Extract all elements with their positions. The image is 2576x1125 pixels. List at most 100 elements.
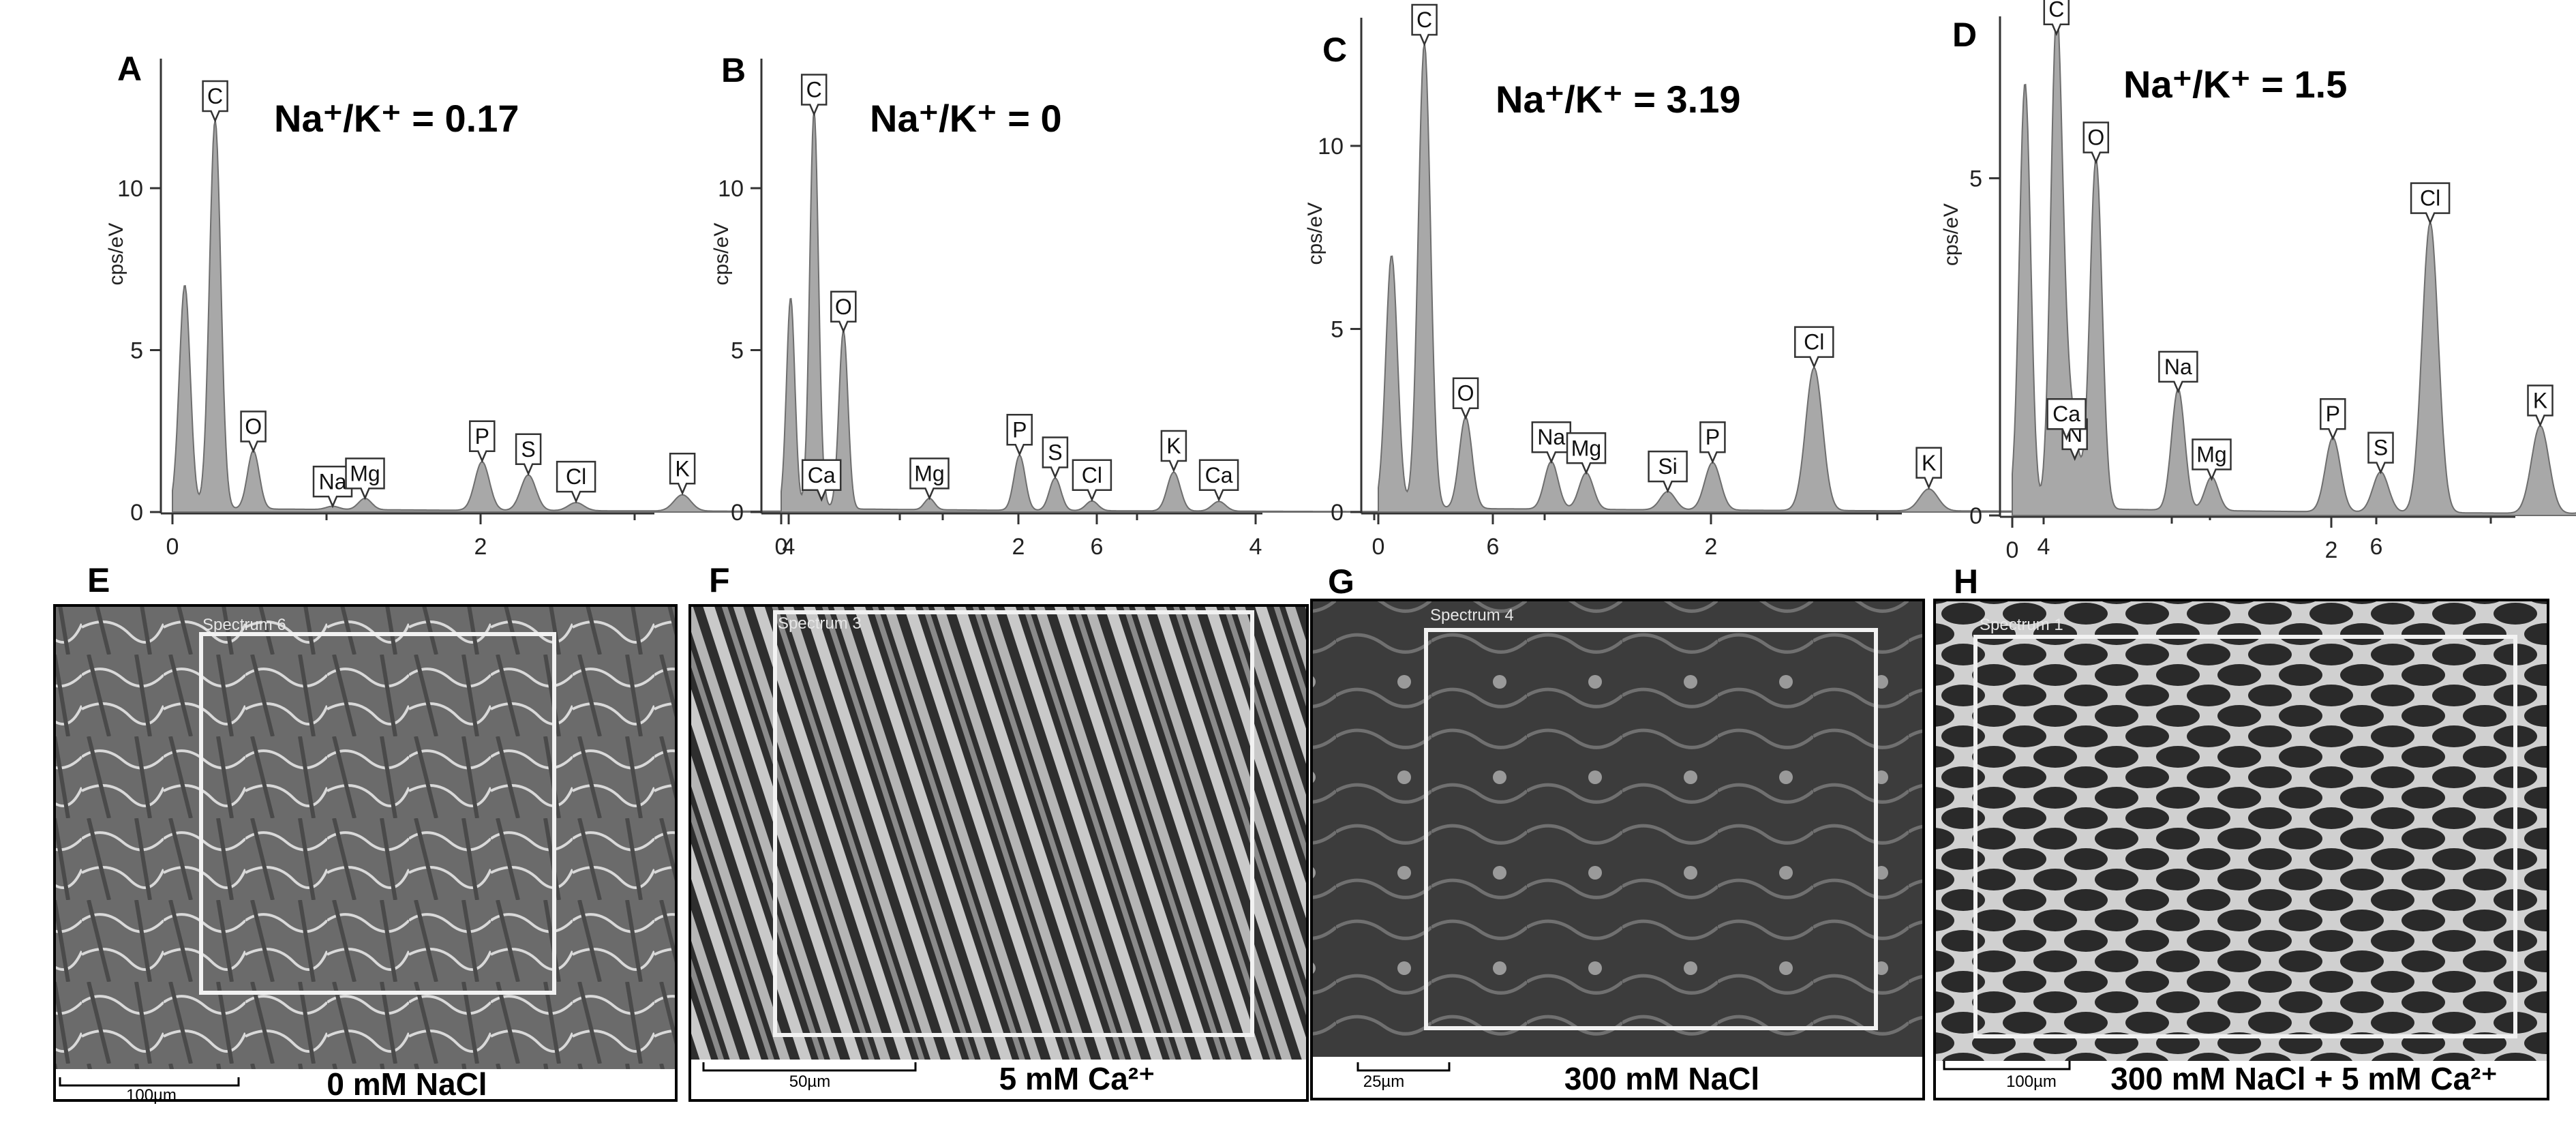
y-axis-label-a: cps/eV	[105, 223, 127, 286]
scale-bar-h	[1943, 1061, 2071, 1070]
peak-tag-label-d-5: Na	[2164, 355, 2192, 379]
peak-tag-box-a-1	[202, 80, 228, 123]
condition-label-g: 300 mM NaCl	[1564, 1061, 1759, 1096]
peak-tag-label-b-4: Mg	[914, 461, 944, 485]
scale-bar-f	[702, 1062, 917, 1072]
peak-tag-label-c-2: O	[1457, 381, 1474, 406]
spectrum-roi-label-f: Spectrum 3	[778, 614, 862, 633]
peak-tag-label-c-7: Cl	[1804, 330, 1824, 355]
peak-tag-box-c-1	[1411, 3, 1438, 47]
x-tick-label-b-3: 6	[1487, 534, 1500, 560]
y-tick-label-c-0: 0	[1331, 500, 1344, 526]
peak-tag-box-b-3	[830, 290, 857, 333]
y-tick-label-a-0: 0	[130, 500, 143, 526]
scale-label-f: 50µm	[789, 1072, 831, 1091]
spectrum-roi-label-g: Spectrum 4	[1430, 606, 1514, 625]
ratio-label-c: Na⁺/K⁺ = 3.19	[1496, 78, 1741, 121]
scale-label-h: 100µm	[2006, 1072, 2057, 1091]
condition-label-e: 0 mM NaCl	[327, 1066, 487, 1102]
peak-tag-label-c-5: Si	[1658, 454, 1677, 479]
y-tick-label-d-0: 0	[1969, 503, 1982, 529]
y-axis-label-c: cps/eV	[1304, 202, 1327, 265]
peak-tag-box-c-2	[1452, 377, 1479, 420]
peak-tag-label-a-4: Mg	[350, 461, 380, 485]
x-tick-label-c-0: 0	[1372, 534, 1385, 560]
panel-label-g: G	[1328, 562, 1354, 601]
peak-tag-box-a-5	[469, 420, 496, 463]
sem-image-e	[56, 607, 675, 1069]
peak-tag-box-b-7	[1072, 459, 1112, 502]
scale-label-g: 25µm	[1363, 1072, 1405, 1091]
scale-label-e: 100µm	[126, 1086, 177, 1105]
scale-bar-g	[1357, 1062, 1451, 1072]
spectrum-roi-box-f	[773, 610, 1254, 1037]
y-tick-label-b-0: 0	[731, 500, 744, 526]
x-tick-label-d-1: 2	[2325, 537, 2338, 563]
eds-spectrum-panel-d: 024605cps/eVCNCaONaMgPSClKCa	[1940, 0, 2576, 563]
sem-image-h	[1936, 601, 2547, 1061]
panel-label-b: B	[721, 51, 746, 89]
spectrum-roi-label-e: Spectrum 6	[202, 616, 286, 634]
peak-tag-box-b-4	[909, 457, 950, 500]
peak-tag-box-d-5	[2158, 350, 2198, 394]
peak-tag-box-b-9	[1198, 459, 1239, 502]
peak-tag-label-a-5: P	[475, 424, 489, 449]
peak-tag-label-b-8: K	[1166, 434, 1181, 458]
peak-tag-label-c-3: Na	[1537, 425, 1565, 449]
peak-tag-label-d-4: O	[2087, 125, 2104, 150]
panel-label-f: F	[709, 561, 730, 599]
peak-tag-box-d-8	[2367, 432, 2394, 475]
peak-tag-label-b-5: P	[1012, 417, 1027, 442]
peak-tag-box-b-5	[1006, 414, 1033, 457]
peak-tag-box-d-9	[2410, 182, 2451, 225]
x-tick-label-d-0: 0	[2006, 537, 2019, 563]
peak-tag-box-c-5	[1648, 450, 1688, 494]
peak-tag-label-a-1: C	[207, 84, 223, 108]
x-tick-label-c-2: 4	[2037, 534, 2050, 560]
peak-tag-label-b-9: Ca	[1205, 463, 1233, 487]
panel-label-d: D	[1952, 16, 1977, 54]
peak-tag-box-d-6	[2192, 438, 2232, 481]
peak-tag-label-a-2: O	[245, 415, 262, 439]
peak-tag-label-d-8: S	[2374, 436, 2388, 460]
peak-tag-box-b-1	[800, 74, 828, 117]
peak-tag-box-d-4	[2082, 121, 2110, 164]
eds-spectrum-panel-b: 0 2 4 6 0 5 10 cps/eV C Ca O Mg PS Cl K Ca	[710, 59, 1524, 560]
condition-label-h: 300 mM NaCl + 5 mM Ca²⁺	[2110, 1061, 2498, 1096]
sem-panel-f: Spectrum 3 50µm 5 mM Ca²⁺	[688, 604, 1309, 1102]
peak-tag-label-b-2: Ca	[808, 463, 836, 487]
peak-tag-label-b-6: S	[1048, 440, 1062, 465]
peak-tag-box-c-6	[1699, 421, 1726, 464]
peak-tag-label-a-3: Na	[319, 469, 347, 494]
x-tick-label-a-3: 6	[1091, 534, 1104, 560]
peak-tag-label-b-3: O	[835, 295, 852, 319]
x-tick-label-a-1: 2	[474, 534, 487, 560]
x-tick-label-b-2: 4	[1249, 534, 1262, 560]
scale-bar-e	[59, 1077, 240, 1087]
peak-tag-label-c-4: Mg	[1571, 436, 1601, 460]
peak-tag-box-c-7	[1794, 326, 1834, 369]
peak-tag-box-c-4	[1566, 432, 1607, 475]
x-tick-label-c-3: 6	[2370, 534, 2383, 560]
sem-panel-e: Spectrum 6 100µm 0 mM NaCl	[53, 604, 678, 1105]
peak-tag-label-a-8: K	[675, 456, 689, 481]
sem-image-g	[1313, 601, 1922, 1057]
peak-tag-label-b-1: C	[806, 78, 822, 102]
peak-tag-box-a-4	[345, 457, 385, 500]
peak-tag-box-a-8	[669, 453, 696, 496]
peak-tag-label-c-6: P	[1706, 425, 1720, 449]
spectrum-roi-label-h: Spectrum 1	[1980, 616, 2063, 634]
spectrum-roi-box-e	[199, 632, 556, 995]
condition-label-f: 5 mM Ca²⁺	[999, 1061, 1155, 1096]
sem-panel-g: Spectrum 4 25µm 300 mM NaCl	[1310, 599, 1925, 1100]
peak-tag-box-b-6	[1042, 436, 1069, 479]
peak-tag-box-a-6	[515, 433, 542, 476]
peak-tag-label-d-7: P	[2326, 402, 2340, 426]
y-tick-label-a-1: 5	[130, 338, 143, 364]
spectrum-roi-box-h	[1973, 635, 2517, 1038]
peak-tag-box-d-10	[2527, 385, 2554, 427]
panel-label-h: H	[1954, 562, 1978, 601]
peak-tag-label-d-1: C	[2048, 0, 2064, 22]
ratio-label-d: Na⁺/K⁺ = 1.5	[2123, 63, 2347, 106]
